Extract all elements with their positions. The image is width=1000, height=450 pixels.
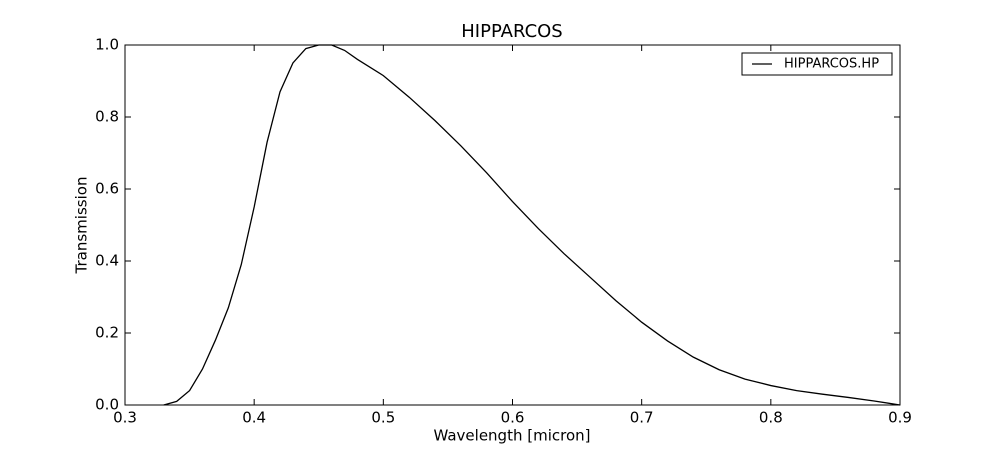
x-tick-label: 0.8 bbox=[759, 409, 783, 427]
plot-frame bbox=[124, 44, 901, 406]
legend-box bbox=[741, 52, 893, 76]
x-tick-label: 0.3 bbox=[113, 409, 137, 427]
y-tick-label: 0.0 bbox=[95, 396, 119, 414]
legend-label: HIPPARCOS.HP bbox=[784, 57, 879, 72]
y-tick-label: 0.4 bbox=[95, 252, 119, 270]
x-tick-label: 0.9 bbox=[888, 409, 912, 427]
data-line bbox=[163, 44, 901, 406]
y-tick-label: 1.0 bbox=[95, 36, 119, 54]
chart-title: HIPPARCOS bbox=[461, 21, 563, 42]
x-tick-label: 0.5 bbox=[371, 409, 395, 427]
x-tick-label: 0.6 bbox=[501, 409, 525, 427]
x-tick-label: 0.7 bbox=[630, 409, 654, 427]
y-axis-label: Transmission bbox=[73, 177, 91, 275]
x-tick-label: 0.4 bbox=[242, 409, 266, 427]
x-axis-label: Wavelength [micron] bbox=[433, 427, 590, 445]
y-tick-label: 0.6 bbox=[95, 180, 119, 198]
y-tick-label: 0.2 bbox=[95, 324, 119, 342]
y-tick-label: 0.8 bbox=[95, 108, 119, 126]
